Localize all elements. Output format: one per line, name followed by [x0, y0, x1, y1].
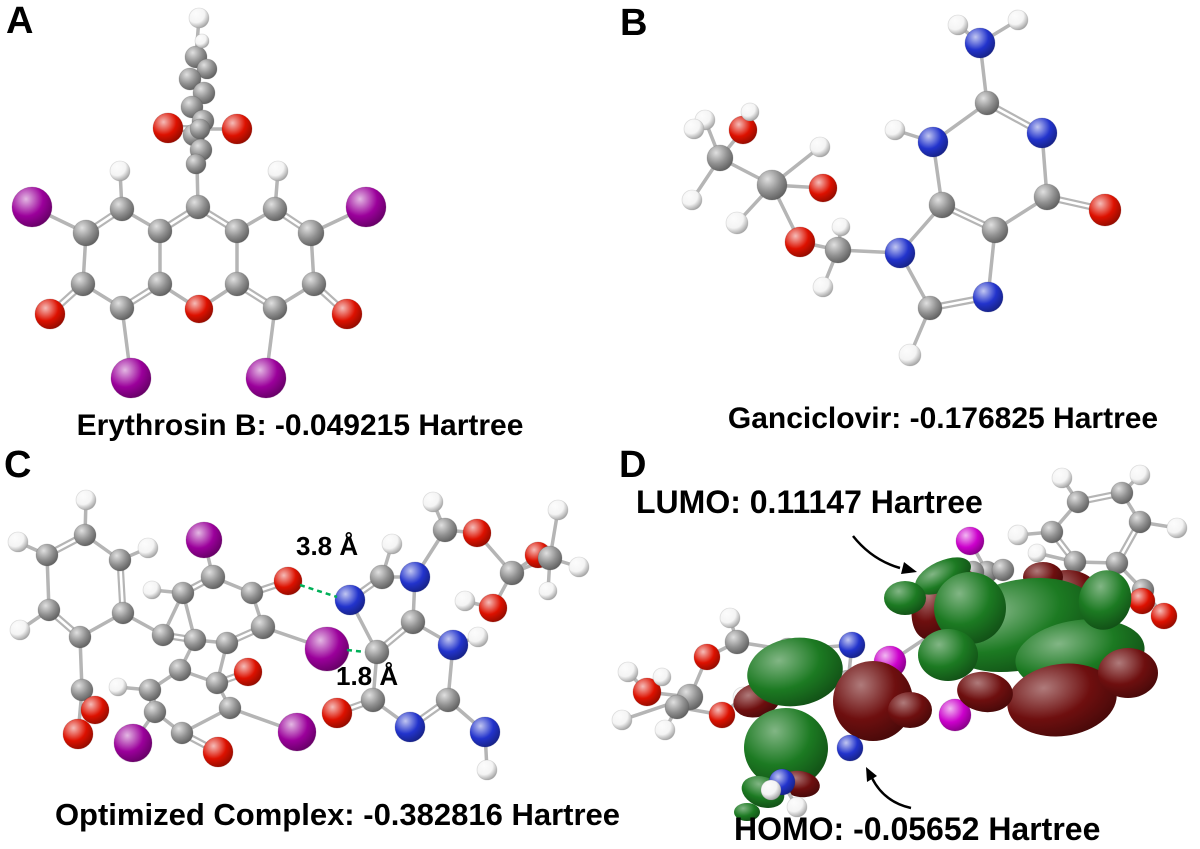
erythrosin-b-caption: Erythrosin B: -0.049215 Hartree — [76, 409, 524, 442]
distance-label-3-8-angstrom: 3.8 Å — [296, 531, 359, 561]
optimized-complex-caption: Optimized Complex: -0.382816 Hartree — [54, 797, 621, 832]
molecule-optimized-complex — [7, 489, 590, 781]
panel-a-label: A — [6, 0, 34, 42]
atom-layer — [681, 9, 1122, 367]
molecule-erythrosin-b — [11, 7, 387, 399]
atom-layer-front — [760, 734, 864, 818]
panel-c-label: C — [4, 444, 32, 486]
lumo-arrow — [852, 535, 917, 574]
homo-energy-label: HOMO: -0.05652 Hartree — [734, 811, 1101, 847]
distance-label-1-8-angstrom: 1.8 Å — [336, 661, 399, 691]
atom-layer — [7, 489, 590, 781]
hydrogen-bond-layer — [299, 583, 366, 654]
panel-b-label: B — [620, 2, 648, 44]
atom-layer — [11, 7, 387, 399]
homo-arrow — [866, 767, 912, 810]
molecule-homo-lumo-orbitals — [611, 464, 1188, 821]
molecule-ganciclovir — [681, 9, 1122, 367]
lumo-energy-label: LUMO: 0.11147 Hartree — [636, 484, 983, 520]
ganciclovir-caption: Ganciclovir: -0.176825 Hartree — [727, 402, 1159, 435]
panel-d-label: D — [619, 444, 647, 486]
